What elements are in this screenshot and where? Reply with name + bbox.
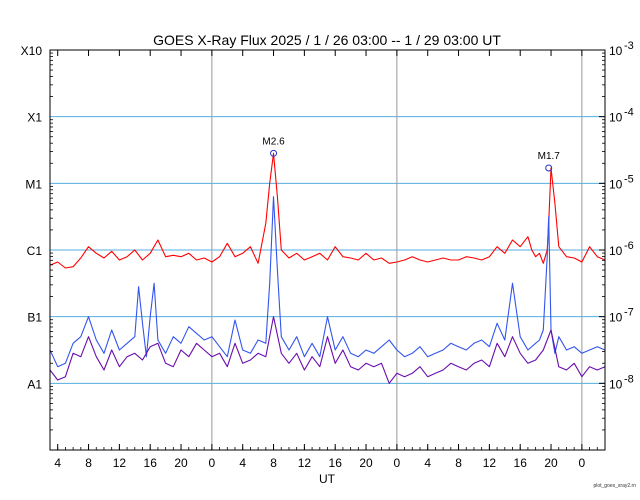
x-tick-label: 0	[209, 456, 216, 470]
x-tick-label: 4	[239, 456, 246, 470]
x-tick-label: 0	[579, 456, 586, 470]
x-tick-label: 4	[54, 456, 61, 470]
x-axis-label: UT	[319, 472, 336, 486]
chart-title: GOES X-Ray Flux 2025 / 1 / 26 03:00 -- 1…	[153, 32, 501, 48]
axis-layer: 4 8 12 16 20 0 4 8 12 16 20 0 4 8 12 16 20 0 X10 X1 M1 C1 B1 A1…	[21, 40, 634, 470]
x-tick-label: 20	[544, 456, 558, 470]
series-line-1	[49, 196, 606, 368]
grid-layer	[50, 50, 605, 450]
x-tick-label: 4	[424, 456, 431, 470]
class-label: X1	[27, 111, 42, 125]
flux-label-exponent: -8	[624, 373, 634, 385]
flux-label-exponent: -7	[624, 307, 634, 319]
flux-label-exponent: -6	[624, 240, 634, 252]
flux-label: 10	[609, 44, 623, 58]
class-label: C1	[27, 244, 43, 258]
flux-label: 10	[609, 311, 623, 325]
x-tick-label: 12	[298, 456, 312, 470]
flare-label: M1.7	[538, 151, 561, 162]
x-tick-label: 20	[174, 456, 188, 470]
flux-label-exponent: -5	[624, 173, 634, 185]
flare-peak-marker	[545, 164, 553, 172]
x-tick-label: 16	[329, 456, 343, 470]
flux-label: 10	[609, 111, 623, 125]
class-label: X10	[21, 44, 43, 58]
x-tick-label: 8	[85, 456, 92, 470]
flux-label: 10	[609, 377, 623, 391]
x-tick-label: 8	[455, 456, 462, 470]
x-tick-label: 16	[514, 456, 528, 470]
flare-label: M2.6	[262, 136, 285, 147]
class-label: B1	[27, 311, 42, 325]
annotation-layer: M2.6 M1.7	[262, 136, 561, 172]
series-line-2	[49, 316, 606, 384]
x-tick-label: 16	[144, 456, 158, 470]
series-layer	[49, 152, 606, 384]
x-tick-label: 12	[113, 456, 127, 470]
flux-label: 10	[609, 244, 623, 258]
flux-label-exponent: -4	[624, 107, 634, 119]
x-tick-label: 20	[359, 456, 373, 470]
class-label: A1	[27, 377, 42, 391]
flare-peak-marker	[270, 149, 278, 157]
x-tick-label: 12	[483, 456, 497, 470]
x-tick-label: 0	[394, 456, 401, 470]
footnote: plot_goes_xray2.rn	[593, 483, 636, 489]
flux-label-exponent: -3	[624, 40, 634, 52]
x-tick-label: 8	[270, 456, 277, 470]
series-line-0	[49, 152, 606, 269]
flux-label: 10	[609, 177, 623, 191]
class-label: M1	[25, 177, 42, 191]
